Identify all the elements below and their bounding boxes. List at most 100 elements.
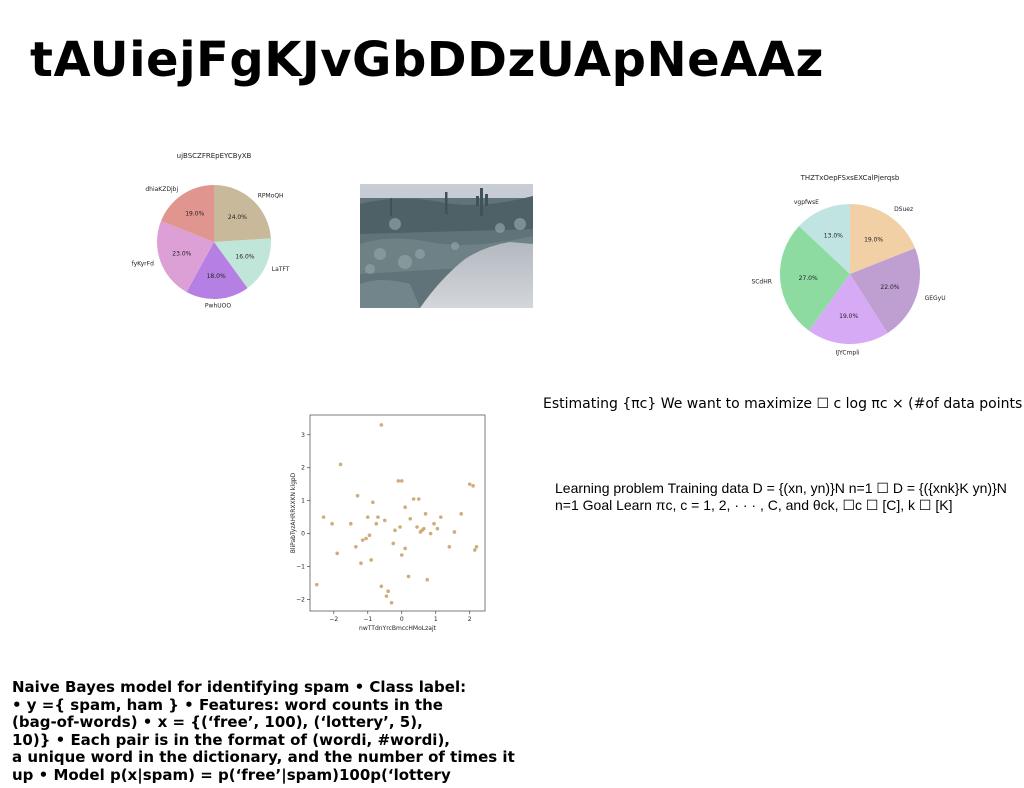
scatter-point: [399, 553, 404, 557]
scatter-point: [391, 541, 396, 546]
scatter-y-tick-label: −2: [296, 596, 305, 603]
scatter-point: [408, 516, 413, 521]
scatter-point: [471, 484, 475, 488]
pie-right-percent-label: 19.0%: [839, 313, 858, 320]
scatter-point: [369, 558, 373, 562]
scatter-point: [415, 525, 419, 529]
scatter-point: [399, 479, 404, 483]
scatter-point: [314, 582, 319, 587]
estimating-text: Estimating {πc} We want to maximize ☐ c …: [543, 396, 1023, 412]
pie-chart-right: THZTxOepFSxsEXCalPjerqsb 19.0% DSuez 22.0% G…: [745, 168, 975, 372]
naive-bayes-line: (bag-of-words) • x = {(‘free’, 100), (‘l…: [12, 713, 423, 731]
scatter-point: [371, 500, 375, 505]
pie-right-percent-label: 27.0%: [799, 275, 818, 282]
scatter-point: [379, 423, 384, 427]
scatter-x-tick-label: −1: [363, 616, 372, 623]
scatter-axes-frame: [309, 414, 486, 612]
pie-left-percent-label: 24.0%: [228, 214, 247, 221]
scatter-point: [379, 584, 384, 589]
pie-right-title: THZTxOepFSxsEXCalPjerqsb: [800, 174, 900, 182]
scatter-y-tick-label: 3: [301, 432, 305, 439]
scatter-point: [354, 544, 358, 549]
scatter-y-tick-label: 2: [301, 465, 305, 472]
pie-right-percent-label: 19.0%: [864, 236, 883, 243]
scatter-point: [384, 594, 389, 598]
pie-left-slice: [214, 185, 271, 242]
scatter-point: [386, 589, 390, 594]
pie-left-slice-label: fyKyrFd: [132, 261, 155, 268]
scatter-y-axis-label: BliPabTyzAHRRXXKN klgpD: [290, 472, 297, 553]
pie-chart-left: ujBSCZFREpEYCByXB 24.0% RPMoQH 16.0% LaTFT 18…: [130, 146, 300, 358]
pie-left-title: ujBSCZFREpEYCByXB: [177, 152, 252, 160]
pie-left-slice-label: LaTFT: [272, 266, 290, 273]
naive-bayes-line: Naive Bayes model for identifying spam •…: [12, 678, 467, 696]
naive-bayes-line: a unique word in the dictionary, and the…: [12, 748, 515, 766]
scatter-x-axis-label: nwTTdnYrcBmccHMoLzajt: [359, 625, 437, 632]
pie-left-slice: [186, 242, 248, 299]
scatter-point: [360, 538, 365, 542]
scatter-x-tick-label: 0: [400, 616, 404, 623]
scatter-point: [364, 536, 368, 541]
pie-right-slice-label: vgpfwsE: [794, 199, 819, 206]
pie-left-slice-label: dhiaKZDjbj: [145, 186, 178, 193]
pie-left-percent-label: 16.0%: [235, 254, 254, 261]
pie-right-slice: [780, 226, 850, 331]
pie-right-slice-label: DSuez: [894, 206, 913, 213]
pie-right-slice: [850, 204, 916, 274]
scatter-point: [330, 521, 334, 526]
desert-path-image: [360, 184, 533, 308]
scatter-y-tick-label: −1: [296, 564, 305, 571]
scatter-point: [338, 462, 343, 467]
scatter-plot: −2 −1 0 1 2 −2 −1 0 1 2 3 nwTTdnYrcBmccHMoLzajt BliP…: [283, 410, 495, 638]
scatter-point: [422, 526, 426, 531]
scatter-point: [335, 551, 339, 556]
scatter-point: [403, 546, 407, 551]
pie-left-percent-label: 19.0%: [185, 211, 204, 218]
pie-right-slice-label: GEGyU: [925, 295, 946, 302]
pie-right-percent-label: 22.0%: [880, 284, 899, 291]
pie-right-slice-label: SCdHR: [751, 278, 772, 285]
pie-left-percent-label: 18.0%: [207, 273, 226, 280]
scatter-point: [474, 544, 479, 549]
pie-left-slice: [214, 238, 271, 289]
naive-bayes-line: • y ={ spam, ham } • Features: word coun…: [12, 695, 443, 714]
naive-bayes-line: 10)} • Each pair is in the format of (wo…: [12, 730, 451, 749]
naive-bayes-line: up • Model p(x|spam) = p(‘free’|spam)100…: [12, 765, 451, 784]
scatter-point: [452, 530, 457, 534]
scatter-point: [467, 482, 472, 486]
naive-bayes-text: Naive Bayes model for identifying spam •…: [12, 678, 542, 784]
scatter-point: [425, 577, 430, 582]
slide-title: tAUiejFgKJvGbDDzUApNeAAz: [30, 32, 824, 88]
scatter-point: [406, 574, 411, 579]
scatter-y-tick-label: 0: [301, 531, 305, 538]
scatter-point: [374, 521, 379, 526]
pie-chart-left-svg: ujBSCZFREpEYCByXB 24.0% RPMoQH 16.0% LaTFT 18…: [132, 152, 290, 310]
pie-right-slice-label: IJYCmpli: [836, 349, 860, 356]
scatter-point: [393, 528, 397, 533]
scatter-plot-svg: −2 −1 0 1 2 −2 −1 0 1 2 3 nwTTdnYrcBmccHMoLzajt BliP…: [290, 414, 486, 632]
scatter-point: [389, 600, 394, 605]
scatter-point: [365, 515, 370, 519]
scatter-point: [367, 533, 372, 538]
scatter-point: [355, 493, 360, 498]
pie-left-slice-label: RPMoQH: [258, 192, 284, 199]
pie-right-percent-label: 13.0%: [824, 232, 843, 239]
scatter-x-tick-label: 2: [468, 616, 472, 623]
scatter-point: [423, 512, 428, 516]
scatter-point: [382, 518, 387, 523]
scatter-x-tick-label: 1: [434, 616, 438, 623]
desert-path-photo: [360, 184, 533, 308]
scatter-point: [403, 505, 407, 510]
scatter-point: [396, 479, 401, 483]
pie-right-slice: [798, 204, 850, 274]
pie-left-percent-label: 23.0%: [172, 251, 191, 258]
scatter-point: [398, 525, 402, 529]
pie-chart-right-svg: THZTxOepFSxsEXCalPjerqsb 19.0% DSuez 22.0% G…: [751, 174, 946, 356]
pie-left-slice: [157, 221, 214, 292]
scatter-point: [359, 561, 363, 566]
pie-right-slice: [808, 274, 888, 344]
scatter-point: [428, 531, 433, 536]
scatter-x-tick-label: −2: [329, 616, 338, 623]
scatter-point: [473, 548, 477, 552]
scatter-point: [435, 526, 440, 531]
